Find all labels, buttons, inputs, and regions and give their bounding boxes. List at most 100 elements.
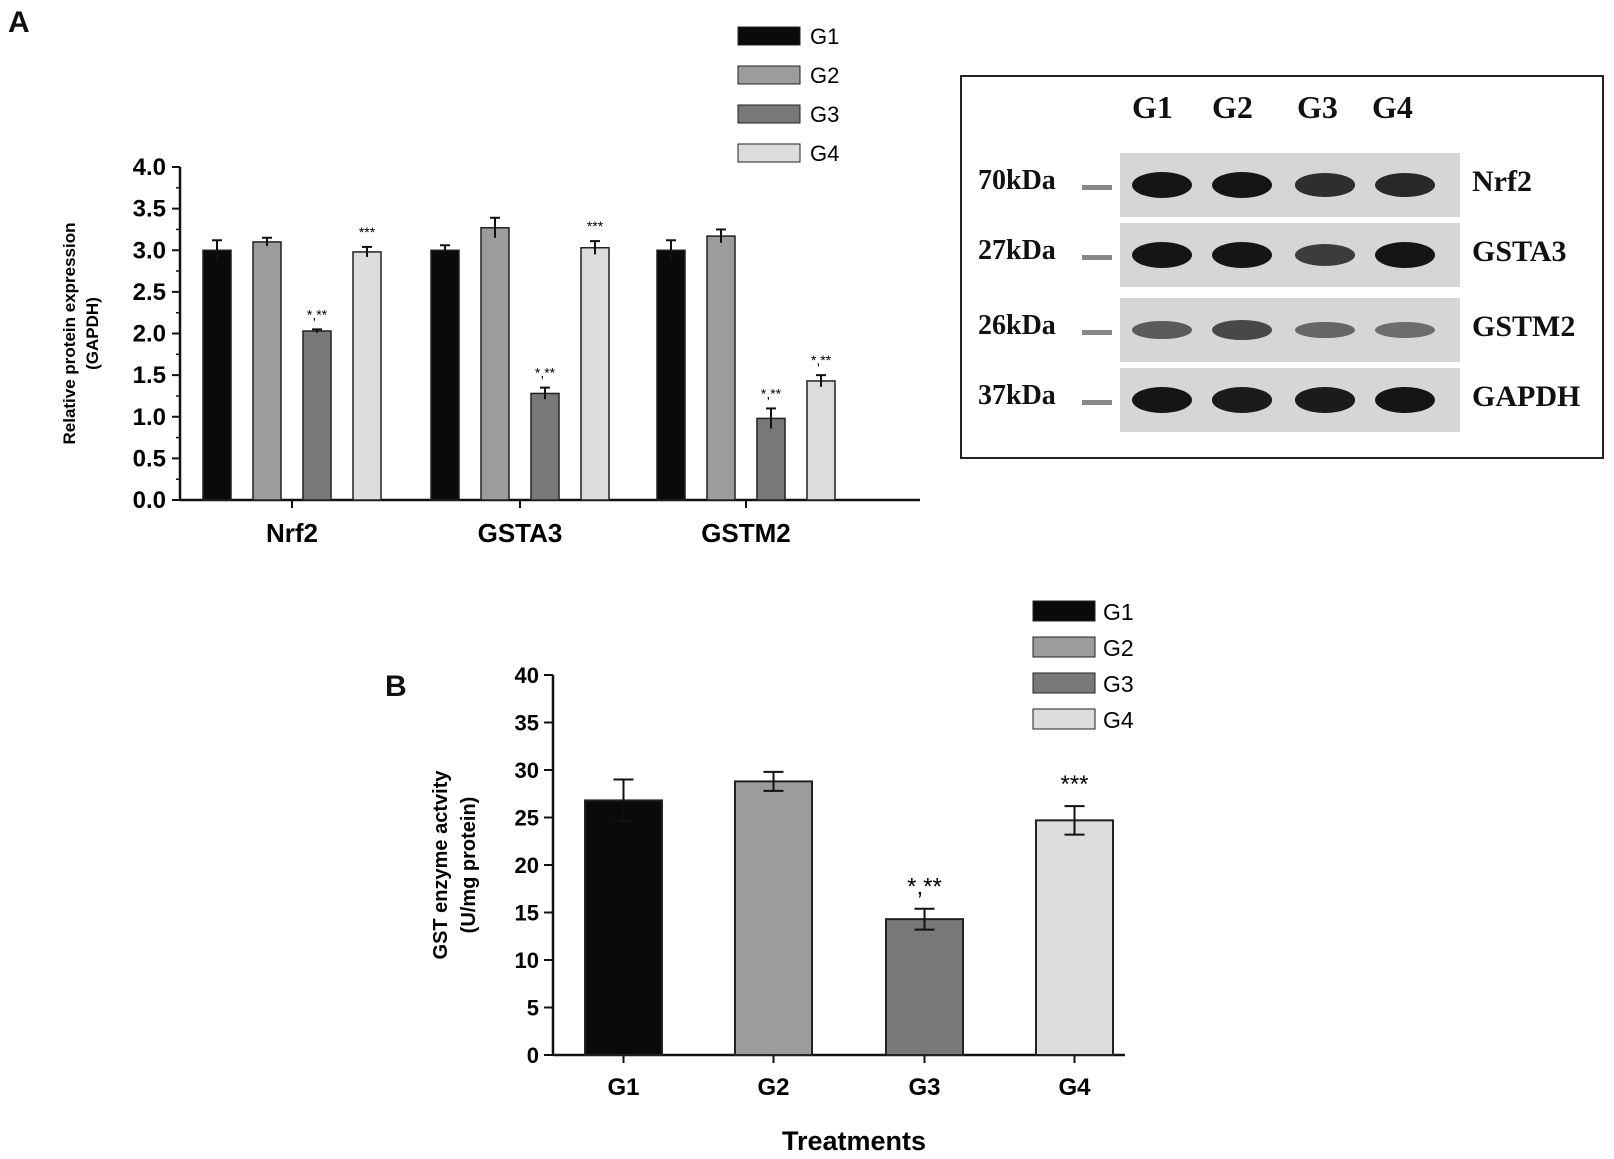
bar-g1 xyxy=(584,799,663,1057)
legend-label-b-g4: G4 xyxy=(1103,707,1134,733)
blot-band xyxy=(1295,173,1355,197)
y-tick-label: 0.0 xyxy=(133,487,166,514)
blot-band xyxy=(1132,387,1192,413)
legend-swatch-b-g4 xyxy=(1032,708,1096,730)
blot-ladder-marker xyxy=(1082,255,1112,260)
blot-band xyxy=(1212,319,1272,341)
y-tick-label-b: 15 xyxy=(515,901,539,926)
y-tick-label-b: 0 xyxy=(527,1043,539,1068)
blot-mw-label: 26kDa xyxy=(978,310,1056,341)
bar-g4-gsta3 xyxy=(580,247,610,501)
blot-band xyxy=(1132,242,1192,268)
blot-mw-label: 37kDa xyxy=(978,380,1056,411)
legend-label-g4: G4 xyxy=(810,141,839,166)
blot-protein-label-gstm2: GSTM2 xyxy=(1472,310,1576,343)
significance-label: *** xyxy=(359,224,376,240)
blot-band xyxy=(1295,387,1355,413)
chart-a: 0.0 0.5 1.0 1.5 2.0 2.5 3.0 3.5 4.0 Relative prot… xyxy=(60,24,920,548)
y-tick-label: 4.0 xyxy=(133,154,166,181)
blot-band xyxy=(1212,172,1272,198)
x-tick-label-b: G4 xyxy=(1058,1074,1091,1101)
legend-swatch-b-g3 xyxy=(1032,672,1096,694)
blot-band xyxy=(1212,242,1272,268)
bar-g4-gstm2 xyxy=(806,380,836,501)
bar-g1-gsta3 xyxy=(430,249,460,501)
significance-label: *** xyxy=(587,218,604,234)
bar-g2-gsta3 xyxy=(480,227,510,501)
bar-g2 xyxy=(734,780,813,1057)
blot-lane-label-g2: G2 xyxy=(1212,89,1253,125)
y-tick-label-b: 30 xyxy=(515,758,539,783)
western-blot-panel: G1 G2 G3 G4 70kDa Nrf2 27kDa GSTA3 26kDa GSTM2 37k… xyxy=(960,75,1604,459)
legend-label-b-g3: G3 xyxy=(1103,671,1134,697)
y-tick-label-b: 25 xyxy=(515,806,539,831)
y-tick-label-b: 5 xyxy=(527,996,539,1021)
y-axis-label-unit: (GAPDH) xyxy=(83,297,102,370)
blot-protein-label-gapdh: GAPDH xyxy=(1472,380,1581,413)
x-tick-label: GSTA3 xyxy=(478,518,563,548)
y-tick-label-b: 20 xyxy=(515,853,539,878)
legend-swatch-g4 xyxy=(737,143,801,163)
blot-band xyxy=(1295,244,1355,266)
legend-swatch-b-g1 xyxy=(1032,600,1096,622)
blot-mw-label: 70kDa xyxy=(978,165,1056,196)
x-tick-label: GSTM2 xyxy=(701,518,791,548)
y-tick-label: 1.5 xyxy=(133,362,166,389)
legend-label-g1: G1 xyxy=(810,24,839,49)
y-tick-label: 2.0 xyxy=(133,321,166,348)
x-tick-label: Nrf2 xyxy=(266,518,318,548)
blot-mw-label: 27kDa xyxy=(978,235,1056,266)
bar-g3 xyxy=(885,918,964,1057)
blot-lane-label-g4: G4 xyxy=(1372,89,1413,125)
significance-label-b: *** xyxy=(1060,771,1088,798)
blot-band xyxy=(1375,321,1435,339)
legend-swatch-g3 xyxy=(737,104,801,124)
blot-band xyxy=(1375,387,1435,413)
x-tick-label-b: G1 xyxy=(607,1074,639,1101)
y-tick-label-b: 10 xyxy=(515,948,539,973)
blot-ladder-marker xyxy=(1082,185,1112,190)
y-tick-label: 1.0 xyxy=(133,404,166,431)
y-axis-label-b: GST enzyme actvity xyxy=(430,770,452,960)
blot-ladder-marker xyxy=(1082,330,1112,335)
blot-band xyxy=(1375,242,1435,268)
legend-label-g3: G3 xyxy=(810,102,839,127)
legend-label-g2: G2 xyxy=(810,63,839,88)
bar-g3-gsta3 xyxy=(530,392,560,501)
y-axis-label: Relative protein expression xyxy=(60,222,79,444)
panel-label-b: B xyxy=(385,670,407,703)
blot-lane-label-g3: G3 xyxy=(1297,89,1338,125)
panel-label-a: A xyxy=(8,6,30,39)
bar-g1-gstm2 xyxy=(656,249,686,501)
blot-band xyxy=(1375,173,1435,197)
blot-ladder-marker xyxy=(1082,400,1112,405)
blot-protein-label-nrf2: Nrf2 xyxy=(1472,165,1532,198)
blot-band xyxy=(1212,387,1272,413)
blot-band xyxy=(1295,321,1355,339)
bar-g1-nrf2 xyxy=(202,249,232,501)
legend-swatch-g1 xyxy=(737,26,801,46)
blot-lane-label-g1: G1 xyxy=(1132,89,1173,125)
y-tick-label: 3.5 xyxy=(133,196,166,223)
bar-g4-nrf2 xyxy=(352,251,382,501)
legend-swatch-g2 xyxy=(737,65,801,85)
bar-g2-gstm2 xyxy=(706,235,736,501)
legend-label-b-g2: G2 xyxy=(1103,635,1134,661)
blot-protein-label-gsta3: GSTA3 xyxy=(1472,235,1567,268)
x-axis-label-b: Treatments xyxy=(782,1126,926,1156)
x-tick-label-b: G3 xyxy=(908,1074,940,1101)
bar-g2-nrf2 xyxy=(252,241,282,501)
y-tick-label: 3.0 xyxy=(133,237,166,264)
significance-label-b: *,** xyxy=(907,874,942,901)
y-tick-label-b: 40 xyxy=(515,663,539,688)
bar-g4 xyxy=(1035,819,1114,1056)
bar-g3-nrf2 xyxy=(302,330,332,501)
significance-label: *,** xyxy=(811,352,832,368)
y-tick-label-b: 35 xyxy=(515,711,539,736)
legend-swatch-b-g2 xyxy=(1032,636,1096,658)
blot-band xyxy=(1132,172,1192,198)
significance-label: *,** xyxy=(761,385,782,401)
legend-label-b-g1: G1 xyxy=(1103,599,1134,625)
y-tick-label: 2.5 xyxy=(133,279,166,306)
x-tick-label-b: G2 xyxy=(757,1074,789,1101)
